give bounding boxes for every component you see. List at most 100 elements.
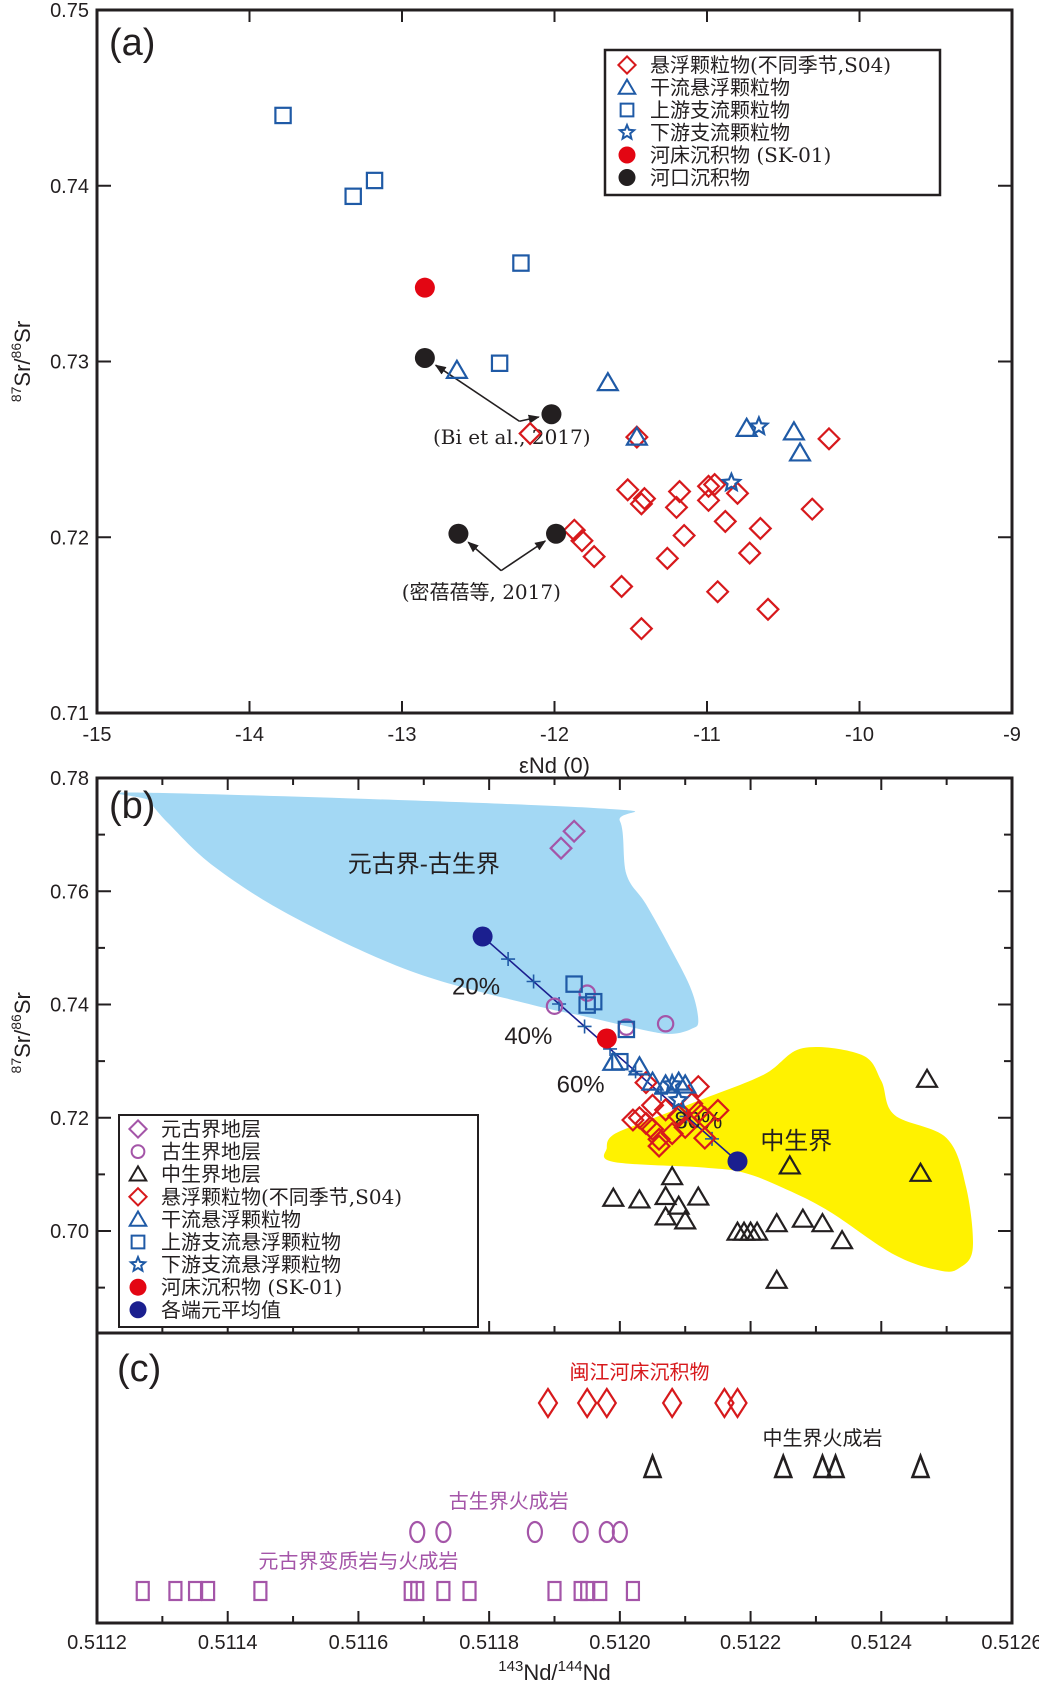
- data-point-diamond: [634, 1070, 658, 1095]
- data-point-square: [187, 1580, 203, 1602]
- series: [549, 819, 587, 861]
- y-tick-label: 0.74: [50, 176, 89, 198]
- data-point-diamond: [725, 481, 750, 506]
- legend-marker-diamond: [616, 54, 638, 76]
- data-point-triangle: [830, 1228, 854, 1250]
- data-point-diamond: [696, 474, 721, 499]
- panel-label: (b): [109, 785, 155, 827]
- data-point-diamond: [570, 528, 594, 553]
- data-point-diamond: [653, 1097, 678, 1122]
- legend-item: 上游支流颗粒物: [619, 98, 790, 122]
- data-point-circle: [611, 1520, 628, 1544]
- legend-label: 悬浮颗粒物(不同季节,S04): [650, 53, 891, 77]
- data-point-square: [490, 354, 509, 373]
- x-tick-label: 0.5124: [851, 1632, 912, 1654]
- series: [596, 1028, 617, 1049]
- y-tick-label: 0.72: [50, 1108, 89, 1130]
- data-points: [472, 819, 939, 1289]
- data-point-circle: [596, 1028, 617, 1049]
- legend-label: 悬浮颗粒物(不同季节,S04): [161, 1185, 402, 1209]
- region-proterozoic-paleozoic: [115, 792, 699, 1034]
- data-point-circle: [727, 1151, 748, 1172]
- legend-label: 元古界地层: [161, 1117, 261, 1141]
- y-tick-label: 0.70: [50, 1221, 89, 1243]
- legend-marker-star: [617, 122, 637, 141]
- data-point-triangle: [908, 1161, 933, 1182]
- mixing-tick: [501, 952, 516, 967]
- x-axis-title: εNd (0): [519, 753, 590, 778]
- x-axis-title-sup2: 144: [558, 1658, 583, 1675]
- data-point-diamond: [576, 1386, 598, 1420]
- legend: 悬浮颗粒物(不同季节,S04)干流悬浮颗粒物上游支流颗粒物下游支流颗粒物河床沉积…: [603, 48, 942, 197]
- x-axis-title-sup1: 143: [498, 1658, 523, 1675]
- data-point-triangle: [445, 358, 469, 379]
- data-point-triangle: [810, 1212, 835, 1233]
- y-tick-label: 0.78: [50, 768, 89, 790]
- y-axis-title-base2: Sr: [10, 321, 35, 343]
- legend-marker-square: [130, 1234, 146, 1250]
- data-point-diamond: [582, 544, 607, 569]
- data-point-square: [584, 992, 603, 1011]
- mixing-percent-label: 20%: [452, 973, 500, 1000]
- data-point-triangle: [764, 1268, 789, 1289]
- data-point-diamond: [562, 819, 587, 844]
- data-point-diamond: [596, 1386, 618, 1420]
- data-point-diamond: [629, 491, 654, 516]
- data-point-square: [578, 996, 596, 1014]
- x-tick-label: -14: [235, 724, 264, 746]
- x-tick-label: -10: [845, 724, 874, 746]
- row-circle: 古生界火成岩: [409, 1489, 628, 1544]
- annotation-label: (Bi et al., 2017): [433, 425, 591, 449]
- row-triangle: 中生界火成岩: [642, 1426, 931, 1479]
- x-tick-label: -13: [388, 724, 417, 746]
- data-point-square: [436, 1580, 451, 1602]
- data-point-diamond: [621, 1108, 645, 1132]
- x-tick-label: -12: [540, 724, 569, 746]
- x-axis-title-base1: Nd/: [523, 1660, 558, 1685]
- data-point-diamond: [714, 1386, 735, 1420]
- data-point-diamond: [756, 597, 780, 622]
- region-label: 元古界-古生界: [348, 850, 500, 878]
- y-tick-label: 0.73: [50, 352, 89, 374]
- y-tick-label: 0.72: [50, 527, 89, 549]
- plot-frame: [95, 1331, 1014, 1625]
- data-point-triangle: [660, 1165, 684, 1186]
- series: [518, 421, 841, 641]
- legend-marker-triangle: [127, 1209, 149, 1227]
- y-tick-label: 0.75: [50, 0, 89, 22]
- data-point-triangle: [825, 1452, 846, 1479]
- x-tick-label: 0.5116: [329, 1632, 389, 1654]
- data-point-square: [512, 254, 530, 272]
- legend-marker-star: [128, 1254, 148, 1273]
- y-tick-label: 0.76: [50, 881, 89, 903]
- data-point-triangle: [745, 1220, 769, 1241]
- data-point-square: [593, 1580, 608, 1602]
- data-point-square: [625, 1580, 641, 1602]
- data-point-triangle: [764, 1212, 789, 1233]
- data-point-circle: [472, 926, 493, 947]
- panel-a: (Bi et al., 2017)(密蓓蓓等, 2017) -15 -14 -13-…: [8, 0, 1021, 778]
- data-point-triangle: [653, 1205, 678, 1226]
- legend-item: 中生界地层: [127, 1162, 261, 1186]
- data-point-diamond: [640, 1117, 665, 1141]
- data-point-diamond: [655, 546, 680, 571]
- data-point-triangle: [686, 1185, 711, 1206]
- data-point-square: [547, 1580, 562, 1602]
- data-point-diamond: [705, 579, 730, 604]
- legend-item: 河床沉积物 (SK-01): [618, 143, 831, 167]
- data-point-diamond: [692, 1105, 717, 1130]
- data-point-square: [168, 1580, 183, 1602]
- series: [445, 358, 812, 462]
- data-point-triangle: [777, 1154, 802, 1175]
- legend-item: 古生界地层: [130, 1140, 261, 1164]
- data-point-square: [274, 106, 292, 125]
- data-point-triangle: [627, 1055, 652, 1076]
- legend-marker-square: [619, 102, 635, 118]
- data-point-triangle: [627, 1188, 652, 1209]
- legend-item: 悬浮颗粒物(不同季节,S04): [616, 53, 891, 77]
- data-point-diamond: [640, 1093, 665, 1118]
- data-point-diamond: [727, 1386, 748, 1420]
- y-axis-title-base1: Sr/: [10, 1029, 35, 1058]
